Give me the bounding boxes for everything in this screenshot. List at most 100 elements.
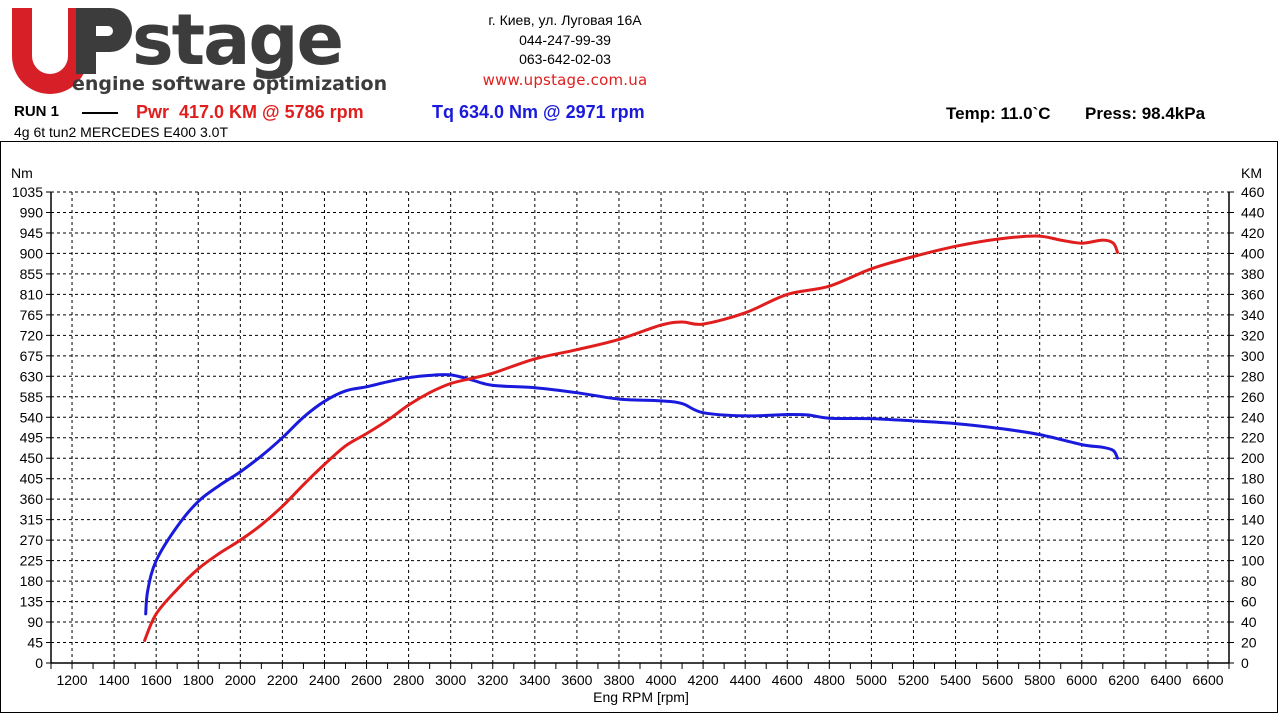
phone-2-text: 063-642-02-03 [519,51,611,67]
y-right-tick-label: 0 [1241,655,1249,671]
run-line-legend [82,112,118,114]
y-right-tick-label: 80 [1241,573,1257,589]
x-tick-label: 1400 [99,672,130,688]
x-tick-label: 5200 [898,672,929,688]
y-left-tick-label: 675 [20,348,44,364]
logo-p-shape [76,8,132,74]
y-left-tick-label: 855 [20,266,44,282]
y-left-tick-label: 315 [20,512,44,528]
y-right-tick-label: 440 [1241,204,1265,220]
y-left-tick-label: 135 [20,594,44,610]
x-tick-label: 2200 [267,672,298,688]
y-left-tick-label: 990 [20,204,44,220]
power-summary: Pwr 417.0 KM @ 5786 rpm [136,102,364,122]
y-right-tick-label: 200 [1241,450,1265,466]
y-left-tick-label: 900 [20,245,44,261]
x-tick-label: 2800 [393,672,424,688]
x-tick-label: 4000 [645,672,676,688]
x-tick-label: 3400 [519,672,550,688]
y-left-tick-label: 810 [20,286,44,302]
y-right-tick-label: 260 [1241,389,1265,405]
x-tick-label: 4400 [730,672,761,688]
y-left-tick-label: 360 [20,491,44,507]
y-left-tick-label: 0 [35,655,43,671]
run-label: RUN 1 [14,103,60,120]
y-right-tick-label: 180 [1241,471,1265,487]
website-link[interactable]: www.upstage.com.ua [482,71,648,89]
pressure-readout: Press: 98.4kPa [1085,104,1206,123]
x-tick-label: 6200 [1108,672,1139,688]
upstage-logo: stage engine software optimization [12,2,387,95]
logo-u-shape [12,8,88,94]
dyno-chart: 1200 1400 1600 1800 2000 2200 2400 2600 2800 3000… [11,165,1265,705]
x-tick-label: 5400 [940,672,971,688]
y-left-tick-label: 495 [20,430,44,446]
y-left-tick-label: 225 [20,553,44,569]
x-tick-label: 5000 [856,672,887,688]
x-tick-label: 2400 [309,672,340,688]
y-left-tick-label: 405 [20,471,44,487]
y-left-tick-label: 180 [20,573,44,589]
power-curve [143,234,1119,642]
y-right-tick-label: 300 [1241,348,1265,364]
x-tick-label: 4800 [814,672,845,688]
y-right-tick-label: 160 [1241,491,1265,507]
y-right-tick-label: 380 [1241,266,1265,282]
x-tick-label: 1200 [56,672,87,688]
y-left-tick-label: 45 [27,635,43,651]
x-tick-label: 3200 [477,672,508,688]
y-left-tick-label: 630 [20,368,44,384]
x-tick-label: 5800 [1024,672,1055,688]
y-right-tick-label: 220 [1241,430,1265,446]
x-axis-label: Eng RPM [rpm] [593,689,689,705]
x-tick-label: 6400 [1150,672,1181,688]
y-left-tick-label: 585 [20,389,44,405]
y-right-tick-label: 460 [1241,184,1265,200]
y-right-tick-label: 340 [1241,307,1265,323]
logo-tagline: engine software optimization [72,73,387,95]
y-left-tick-label: 90 [27,614,43,630]
phone-1-text: 044-247-99-39 [519,32,611,48]
x-tick-label: 1800 [183,672,214,688]
y-axis-right-label: KM [1241,165,1262,181]
y-right-tick-label: 320 [1241,327,1265,343]
y-right-tick-label: 400 [1241,245,1265,261]
torque-summary: Tq 634.0 Nm @ 2971 rpm [432,102,645,122]
y-right-tick-label: 40 [1241,614,1257,630]
logo-wordmark: stage [132,2,342,81]
logo-arrow-icon [37,16,63,64]
x-tick-label: 2600 [351,672,382,688]
y-right-tick-label: 140 [1241,512,1265,528]
y-right-tick-label: 120 [1241,532,1265,548]
x-tick-label: 2000 [225,672,256,688]
y-right-tick-label: 20 [1241,635,1257,651]
y-left-tick-label: 765 [20,307,44,323]
y-left-tick-label: 540 [20,409,44,425]
y-left-tick-label: 945 [20,225,44,241]
x-tick-label: 6600 [1192,672,1223,688]
y-left-tick-label: 1035 [12,184,43,200]
y-right-tick-label: 420 [1241,225,1265,241]
x-tick-label: 5600 [982,672,1013,688]
y-left-tick-label: 450 [20,450,44,466]
x-tick-label: 4200 [688,672,719,688]
y-right-tick-label: 280 [1241,368,1265,384]
vehicle-description: 4g 6t tun2 MERCEDES E400 3.0T [14,124,228,140]
y-left-tick-label: 720 [20,327,44,343]
chart-frame: 1200 1400 1600 1800 2000 2200 2400 2600 2800 3000… [0,141,1278,713]
y-right-tick-label: 360 [1241,286,1265,302]
torque-curve [144,373,1119,616]
temperature-readout: Temp: 11.0`C [946,104,1051,123]
x-tick-label: 6000 [1066,672,1097,688]
y-axis-left-label: Nm [11,165,33,181]
x-tick-label: 3000 [435,672,466,688]
y-right-tick-label: 100 [1241,553,1265,569]
address-text: г. Киев, ул. Луговая 16А [488,12,642,28]
x-tick-label: 4600 [772,672,803,688]
x-tick-label: 1600 [141,672,172,688]
y-right-tick-label: 240 [1241,409,1265,425]
x-tick-label: 3600 [561,672,592,688]
y-right-tick-label: 60 [1241,594,1257,610]
x-tick-label: 3800 [603,672,634,688]
y-left-tick-label: 270 [20,532,44,548]
